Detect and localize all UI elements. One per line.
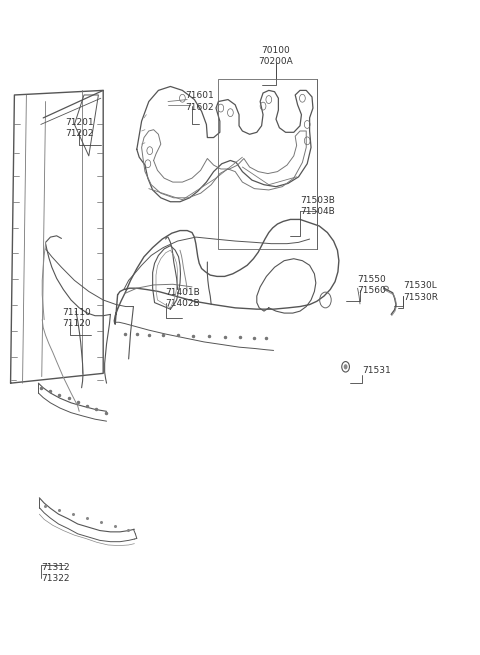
- Text: 71503B
71504B: 71503B 71504B: [300, 196, 335, 216]
- Text: 70100
70200A: 70100 70200A: [259, 46, 293, 66]
- Text: 71201
71202: 71201 71202: [65, 118, 94, 138]
- Bar: [218, 79, 317, 249]
- Text: 71550
71560: 71550 71560: [358, 275, 386, 295]
- Text: 71401B
71402B: 71401B 71402B: [166, 288, 200, 308]
- Text: 71531: 71531: [362, 365, 391, 375]
- Text: 71312
71322: 71312 71322: [41, 563, 70, 583]
- Circle shape: [344, 364, 348, 369]
- Text: 71601
71602: 71601 71602: [185, 92, 214, 111]
- Text: 71530L
71530R: 71530L 71530R: [403, 282, 438, 301]
- Text: 71110
71120: 71110 71120: [62, 308, 91, 328]
